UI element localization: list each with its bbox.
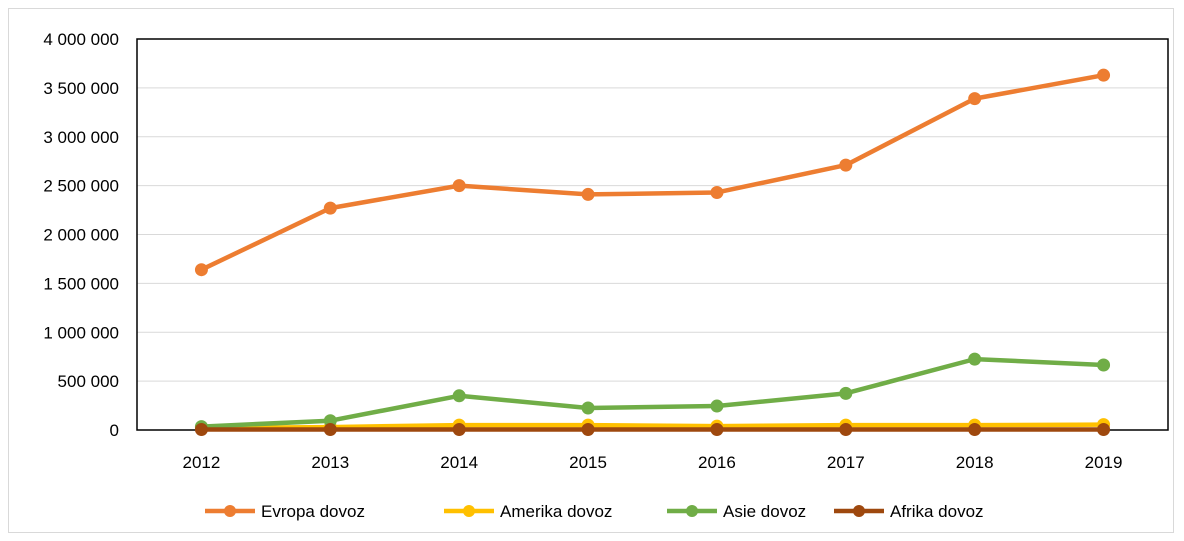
series-afrika-dovoz [194, 423, 1111, 437]
x-axis-tick-labels: 2012 2013 2014 2015 2016 2017 2018 2019 [183, 453, 1123, 472]
x-tick-label: 2013 [311, 453, 349, 472]
x-tick-label: 2015 [569, 453, 607, 472]
x-tick-label: 2012 [183, 453, 221, 472]
gridlines [137, 87, 1168, 382]
data-point [323, 423, 337, 437]
data-point [839, 386, 853, 400]
legend-label: Evropa dovoz [261, 502, 365, 521]
data-point [968, 423, 982, 437]
data-point [194, 423, 208, 437]
legend-item: Afrika dovoz [834, 502, 984, 521]
data-point [710, 399, 724, 413]
legend-item: Amerika dovoz [444, 502, 612, 521]
y-tick-label: 3 500 000 [43, 79, 119, 98]
series-lines [194, 68, 1111, 437]
y-tick-label: 4 000 000 [43, 30, 119, 49]
y-tick-label: 1 500 000 [43, 274, 119, 293]
data-point [968, 92, 982, 106]
data-point [710, 185, 724, 199]
y-tick-label: 1 000 000 [43, 323, 119, 342]
data-point [452, 179, 466, 193]
data-point [839, 158, 853, 172]
data-point [1097, 68, 1111, 82]
data-point [452, 389, 466, 403]
y-tick-label: 2 500 000 [43, 177, 119, 196]
x-tick-label: 2017 [827, 453, 865, 472]
data-point [1097, 423, 1111, 437]
x-tick-label: 2018 [956, 453, 994, 472]
y-tick-label: 2 000 000 [43, 226, 119, 245]
data-point [581, 187, 595, 201]
data-point [323, 201, 337, 215]
legend-label: Afrika dovoz [890, 502, 984, 521]
data-point [710, 423, 724, 437]
series-line [199, 72, 1106, 272]
x-tick-label: 2019 [1085, 453, 1123, 472]
data-point [194, 263, 208, 277]
legend-label: Asie dovoz [723, 502, 806, 521]
legend-item: Asie dovoz [667, 502, 806, 521]
x-tick-label: 2016 [698, 453, 736, 472]
data-point [968, 352, 982, 366]
legend-swatch-marker [463, 505, 475, 517]
data-point [452, 423, 466, 437]
series-line [199, 356, 1106, 429]
legend-swatch-marker [853, 505, 865, 517]
data-point [581, 401, 595, 415]
legend: Evropa dovoz Amerika dovoz Asie dovoz Afrik… [205, 502, 984, 521]
series-line [199, 422, 1106, 431]
y-tick-label: 0 [110, 421, 119, 440]
legend-item: Evropa dovoz [205, 502, 365, 521]
series-evropa-dovoz [194, 68, 1111, 277]
legend-swatch-marker [224, 505, 236, 517]
x-tick-label: 2014 [440, 453, 478, 472]
data-point [1097, 358, 1111, 372]
data-point [581, 423, 595, 437]
y-tick-label: 3 000 000 [43, 128, 119, 147]
y-axis-tick-labels: 0 500 000 1 000 000 1 500 000 2 000 000 2 500… [43, 30, 119, 440]
data-point [839, 423, 853, 437]
legend-label: Amerika dovoz [500, 502, 612, 521]
y-tick-label: 500 000 [58, 372, 119, 391]
legend-swatch-marker [686, 505, 698, 517]
